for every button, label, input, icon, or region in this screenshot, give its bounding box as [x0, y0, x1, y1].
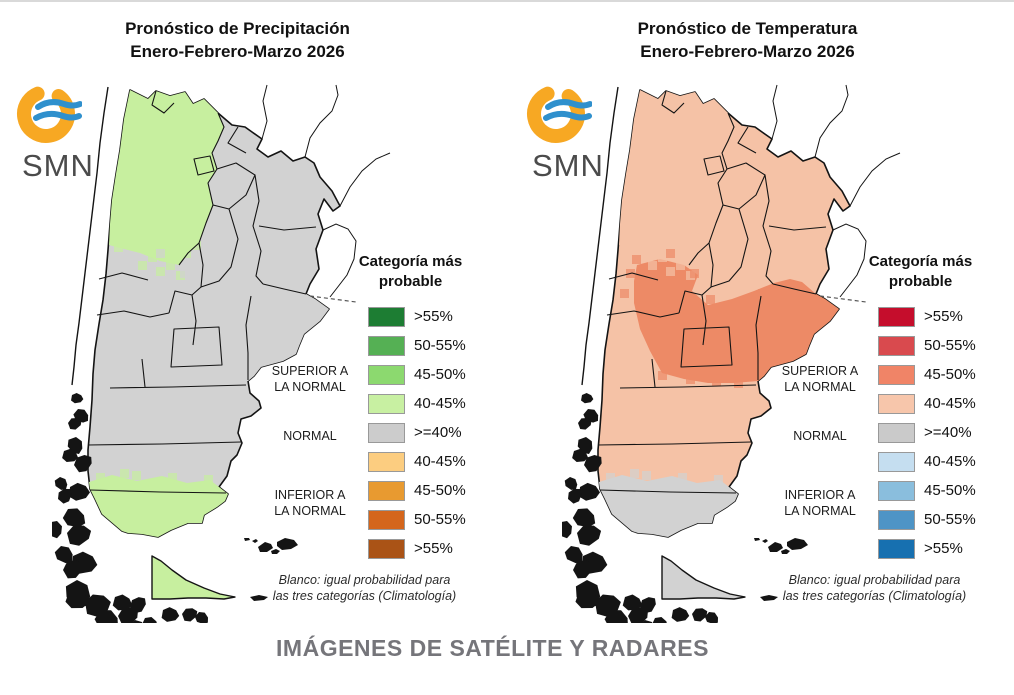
panel-title-line1: Pronóstico de Temperatura	[637, 19, 858, 38]
panel-title-line2: Enero-Febrero-Marzo 2026	[130, 41, 345, 61]
legend-rows: >55% 50-55% 45-50% 40-45% >=40% 40-45% 45-50% 5…	[368, 306, 466, 567]
legend-color-swatch	[368, 422, 405, 443]
legend-title-line2: probable	[378, 272, 443, 290]
legend-row: 40-45%	[878, 393, 976, 414]
legend-title-line2: probable	[888, 272, 953, 290]
legend-category-below-normal: INFERIOR A LA NORMAL	[274, 488, 346, 519]
smn-logo-text: SMN	[22, 148, 94, 183]
legend-row-label: >=40%	[414, 424, 462, 441]
panel-title: Pronóstico de Temperatura Enero-Febrero-…	[565, 18, 930, 64]
legend-category-below-normal: INFERIOR A LA NORMAL	[784, 488, 856, 519]
legend-color-swatch	[368, 306, 405, 327]
legend-color-swatch	[368, 538, 405, 559]
legend-color-swatch	[368, 451, 405, 472]
section-heading-satellite-radar: IMÁGENES DE SATÉLITE Y RADARES	[276, 635, 709, 661]
legend-row: 45-50%	[368, 364, 466, 385]
legend-row-label: 50-55%	[414, 337, 466, 354]
legend-category-normal: NORMAL	[793, 429, 847, 443]
temperature-forecast-panel: Pronóstico de Temperatura Enero-Febrero-…	[510, 0, 1014, 630]
top-divider	[0, 0, 1014, 2]
legend-color-swatch	[878, 509, 915, 530]
legend-row: >=40%	[368, 422, 466, 443]
legend-category-above-normal: SUPERIOR A LA NORMAL	[271, 364, 349, 395]
legend-row-label: 45-50%	[924, 482, 976, 499]
legend-color-swatch	[878, 306, 915, 327]
legend-row: 40-45%	[878, 451, 976, 472]
legend-color-swatch	[368, 509, 405, 530]
legend-row: >55%	[368, 306, 466, 327]
legend-color-swatch	[368, 393, 405, 414]
legend-color-swatch	[878, 480, 915, 501]
legend-category-normal: NORMAL	[283, 429, 337, 443]
legend-color-swatch	[878, 393, 915, 414]
argentina-map-temperature	[562, 83, 907, 623]
legend-title: Categoría más probable	[338, 252, 483, 291]
legend-row-label: >55%	[414, 540, 453, 557]
legend-row: 50-55%	[878, 335, 976, 356]
legend-row-label: 45-50%	[414, 482, 466, 499]
legend-row: 45-50%	[368, 480, 466, 501]
legend-color-swatch	[368, 480, 405, 501]
legend-title-line1: Categoría más	[868, 253, 973, 270]
argentina-map-precipitation	[52, 83, 397, 623]
legend-row-label: 50-55%	[924, 337, 976, 354]
legend-title-line1: Categoría más	[358, 253, 463, 270]
panel-title-line1: Pronóstico de Precipitación	[125, 19, 350, 38]
legend-footnote: Blanco: igual probabilidad para las tres…	[272, 573, 457, 604]
legend-row-label: 50-55%	[414, 511, 466, 528]
legend-row: 45-50%	[878, 364, 976, 385]
smn-logo: SMN	[16, 84, 106, 194]
legend-row-label: >55%	[414, 308, 453, 325]
legend-color-swatch	[878, 422, 915, 443]
legend-row-label: >55%	[924, 308, 963, 325]
legend-row: >=40%	[878, 422, 976, 443]
legend-footnote: Blanco: igual probabilidad para las tres…	[782, 573, 967, 604]
legend-color-swatch	[368, 335, 405, 356]
legend-rows: >55% 50-55% 45-50% 40-45% >=40% 40-45% 45-50% 5…	[878, 306, 976, 567]
smn-logo: SMN	[526, 84, 616, 194]
legend-row-label: >55%	[924, 540, 963, 557]
legend-row: 40-45%	[368, 451, 466, 472]
legend-row-label: 40-45%	[924, 395, 976, 412]
legend-row-label: 40-45%	[414, 395, 466, 412]
legend-color-swatch	[878, 538, 915, 559]
legend-row-label: 45-50%	[924, 366, 976, 383]
legend-category-above-normal: SUPERIOR A LA NORMAL	[781, 364, 859, 395]
legend-row: >55%	[878, 538, 976, 559]
legend-row-label: 50-55%	[924, 511, 976, 528]
precipitation-forecast-panel: Pronóstico de Precipitación Enero-Febrer…	[0, 0, 505, 630]
legend-row-label: 40-45%	[924, 453, 976, 470]
legend-color-swatch	[368, 364, 405, 385]
legend-row-label: 40-45%	[414, 453, 466, 470]
legend-row: 45-50%	[878, 480, 976, 501]
legend-row: >55%	[878, 306, 976, 327]
panel-title-line2: Enero-Febrero-Marzo 2026	[640, 41, 855, 61]
legend-row-label: 45-50%	[414, 366, 466, 383]
legend-color-swatch	[878, 364, 915, 385]
legend-row: 40-45%	[368, 393, 466, 414]
panel-title: Pronóstico de Precipitación Enero-Febrer…	[55, 18, 420, 64]
smn-logo-text: SMN	[532, 148, 604, 183]
legend-color-swatch	[878, 451, 915, 472]
legend-row: 50-55%	[368, 509, 466, 530]
legend-row: 50-55%	[368, 335, 466, 356]
legend-title: Categoría más probable	[848, 252, 993, 291]
legend-row: >55%	[368, 538, 466, 559]
legend-color-swatch	[878, 335, 915, 356]
legend-row-label: >=40%	[924, 424, 972, 441]
legend-row: 50-55%	[878, 509, 976, 530]
